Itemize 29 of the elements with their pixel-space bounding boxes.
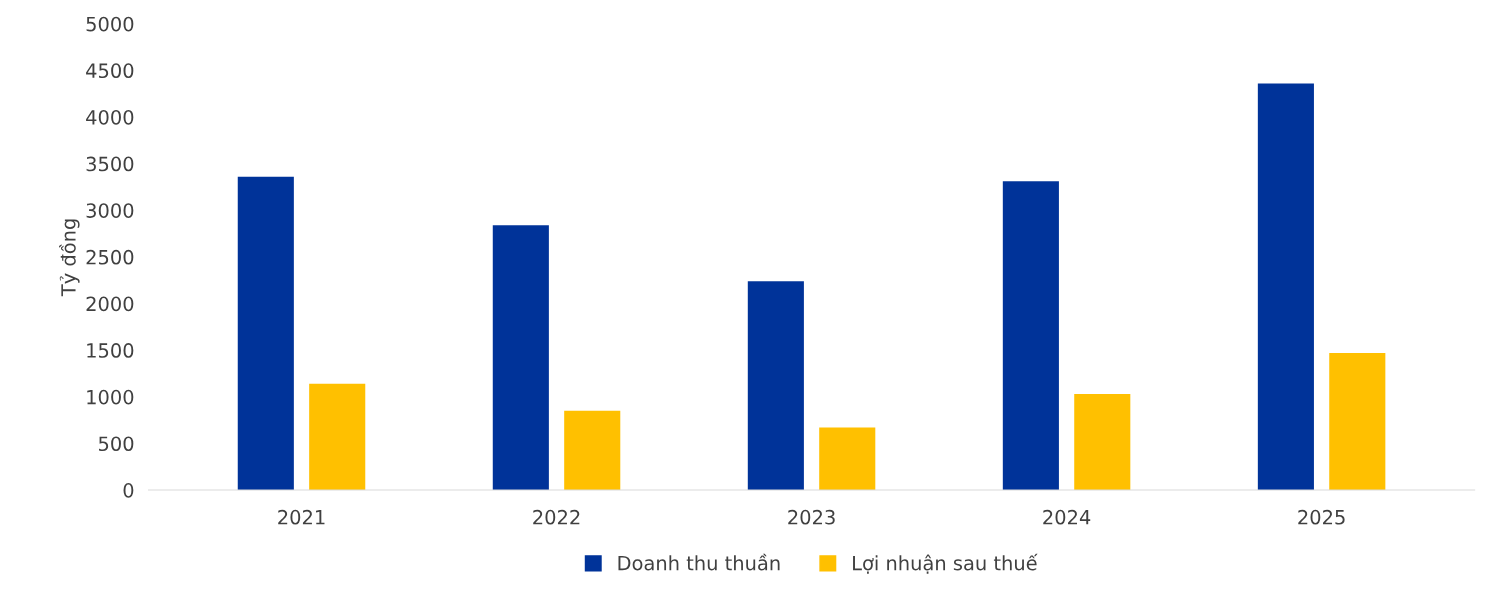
x-tick-label: 2025 — [1298, 509, 1345, 525]
y-tick-label: 1500 — [87, 343, 134, 358]
y-tick-label: 1000 — [87, 389, 134, 405]
x-tick-label: 2022 — [533, 509, 580, 525]
bar — [1002, 181, 1059, 491]
bar — [237, 176, 294, 491]
x-tick-label: 2024 — [1043, 509, 1091, 525]
bar — [1257, 83, 1314, 491]
y-tick-label: 500 — [99, 436, 134, 452]
bar — [1329, 352, 1386, 491]
x-tick-label: 2021 — [278, 509, 325, 525]
bar — [564, 410, 621, 491]
legend-label: Doanh thu thuần — [618, 553, 780, 571]
x-tick-label: 2023 — [788, 509, 835, 525]
y-tick-label: 4000 — [86, 109, 134, 125]
legend-label: Lợi nhuận sau thuế — [853, 553, 1038, 574]
bar — [819, 427, 876, 491]
y-tick-label: 0 — [123, 483, 134, 498]
bar — [747, 281, 804, 491]
y-tick-label: 3500 — [86, 156, 134, 172]
bar — [492, 225, 549, 491]
y-tick-label: 2500 — [86, 249, 134, 265]
y-tick-label: 2000 — [86, 296, 134, 312]
bar — [309, 383, 366, 491]
y-tick-label: 4500 — [86, 63, 134, 79]
y-axis-title: Tỷ đồng — [59, 219, 80, 297]
bar — [1074, 393, 1131, 491]
y-tick-label: 3000 — [86, 203, 134, 218]
y-tick-label: 5000 — [86, 16, 134, 32]
